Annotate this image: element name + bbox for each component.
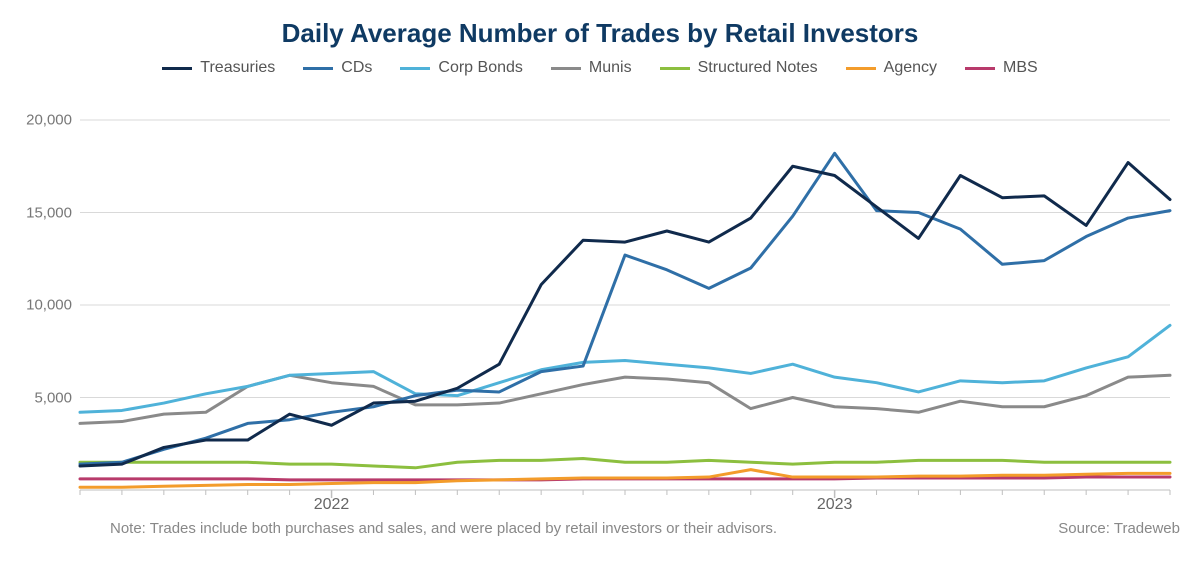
- legend-swatch: [846, 67, 876, 70]
- y-tick-label: 10,000: [26, 297, 80, 314]
- chart-footer: Note: Trades include both purchases and …: [0, 520, 1200, 537]
- series-line-cds: [80, 153, 1170, 464]
- x-tick-label: 2023: [817, 490, 853, 514]
- legend-item-mbs: MBS: [965, 59, 1038, 77]
- series-line-treasuries: [80, 163, 1170, 466]
- legend-item-munis: Munis: [551, 59, 632, 77]
- legend-swatch: [660, 67, 690, 70]
- y-tick-label: 15,000: [26, 204, 80, 221]
- chart-title: Daily Average Number of Trades by Retail…: [0, 0, 1200, 49]
- legend: Treasuries CDs Corp Bonds Munis Structured N…: [0, 59, 1200, 77]
- y-tick-label: 20,000: [26, 112, 80, 129]
- x-tick-label: 2022: [314, 490, 350, 514]
- legend-item-agency: Agency: [846, 59, 937, 77]
- plot-area: 5,00010,00015,00020,00020222023: [80, 120, 1170, 490]
- legend-item-cds: CDs: [303, 59, 372, 77]
- chart-svg: [80, 120, 1170, 490]
- series-line-corp-bonds: [80, 325, 1170, 412]
- y-tick-label: 5,000: [34, 389, 80, 406]
- legend-label: Munis: [589, 59, 632, 77]
- chart-source: Source: Tradeweb: [1058, 520, 1180, 537]
- legend-item-structured-notes: Structured Notes: [660, 59, 818, 77]
- legend-label: Treasuries: [200, 59, 275, 77]
- legend-swatch: [551, 67, 581, 70]
- legend-item-corp-bonds: Corp Bonds: [400, 59, 523, 77]
- chart-container: Daily Average Number of Trades by Retail…: [0, 0, 1200, 580]
- legend-swatch: [303, 67, 333, 70]
- chart-note: Note: Trades include both purchases and …: [110, 520, 777, 537]
- legend-label: Agency: [884, 59, 937, 77]
- legend-label: CDs: [341, 59, 372, 77]
- series-line-structured-notes: [80, 459, 1170, 468]
- legend-swatch: [965, 67, 995, 70]
- legend-swatch: [400, 67, 430, 70]
- legend-label: Structured Notes: [698, 59, 818, 77]
- legend-swatch: [162, 67, 192, 70]
- legend-label: MBS: [1003, 59, 1038, 77]
- legend-label: Corp Bonds: [438, 59, 523, 77]
- legend-item-treasuries: Treasuries: [162, 59, 275, 77]
